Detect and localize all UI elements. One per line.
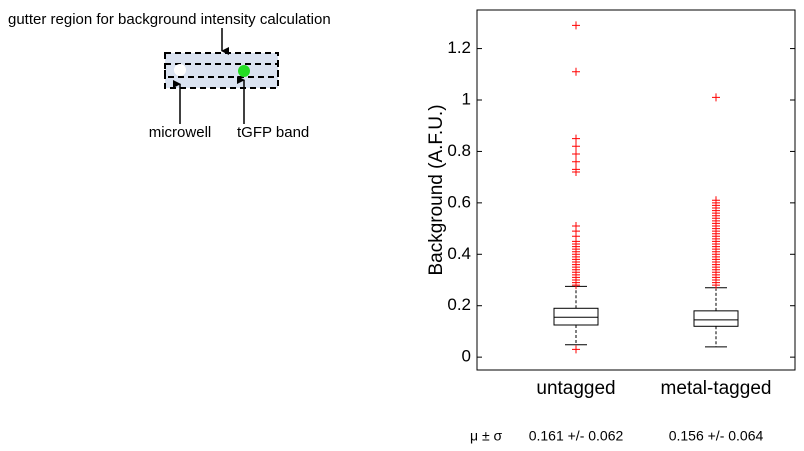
microwell [174,64,186,76]
y-axis-label: Background (A.F.U.) [426,104,447,275]
y-tick-label: 1 [462,89,471,108]
y-tick-label: 0.4 [447,244,471,263]
x-tick-label: untagged [536,378,615,399]
outlier [572,345,580,354]
box [693,310,739,327]
label: tGFP band [237,124,309,141]
outlier [712,281,720,290]
stats-label: μ ± σ [470,428,503,444]
y-tick-label: 0 [462,347,471,366]
outlier [572,67,580,76]
band [238,65,250,77]
lane [164,63,279,78]
outlier [572,150,580,158]
y-tick-label: 0.8 [447,141,471,160]
outlier [572,134,580,143]
outlier [572,281,580,290]
outlier [572,157,580,166]
label: microwell [149,124,212,141]
outlier [572,168,580,176]
outlier [572,21,580,30]
x-tick-label: metal-tagged [661,378,772,399]
diagram-title: gutter region for background intensity c… [8,11,331,28]
stats-value: 0.156 +/- 0.064 [669,428,764,444]
y-tick-label: 1.2 [447,38,471,57]
plot-frame [476,9,796,371]
box [553,307,599,326]
y-tick-label: 0.6 [447,192,471,211]
y-tick-label: 0.2 [447,295,471,314]
outlier [572,142,580,151]
stats-value: 0.161 +/- 0.062 [529,428,624,444]
outlier [712,93,720,102]
